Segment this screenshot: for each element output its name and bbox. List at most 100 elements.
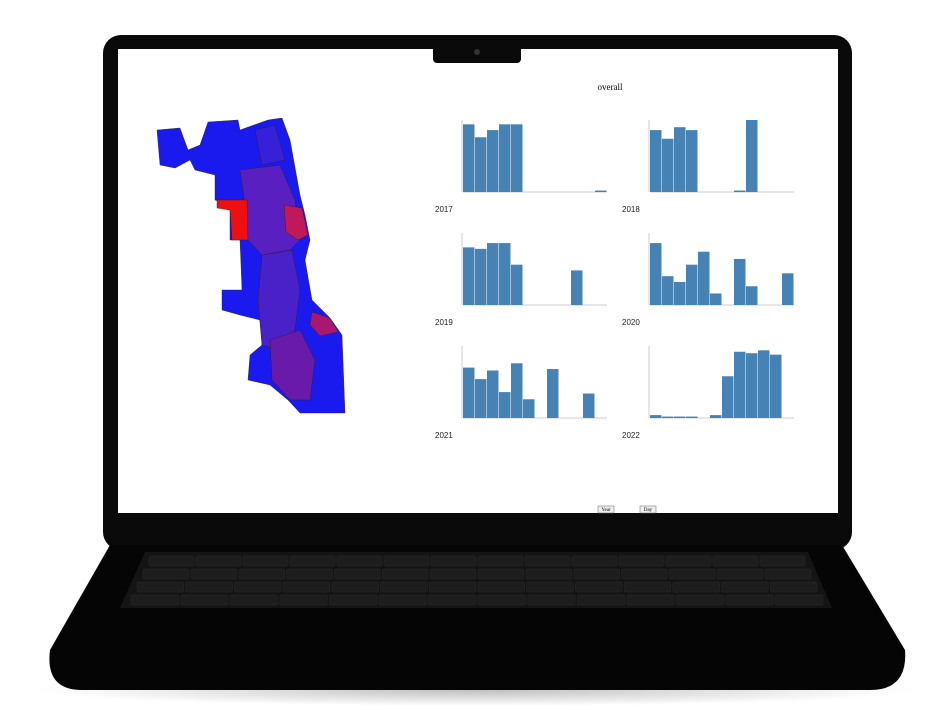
key bbox=[721, 581, 769, 593]
key bbox=[527, 594, 576, 606]
key bbox=[331, 581, 379, 593]
button-label[interactable]: Day bbox=[644, 508, 653, 513]
key bbox=[234, 581, 282, 593]
key bbox=[676, 594, 725, 606]
bar bbox=[734, 351, 746, 418]
bar bbox=[746, 353, 758, 418]
bar bbox=[734, 258, 746, 305]
bar bbox=[674, 281, 686, 305]
bar bbox=[487, 370, 499, 418]
bar bbox=[770, 354, 782, 418]
key bbox=[524, 555, 571, 567]
key bbox=[621, 568, 668, 580]
bar bbox=[722, 376, 734, 418]
key bbox=[712, 555, 759, 567]
controls: Year Day bbox=[597, 505, 657, 514]
map bbox=[156, 117, 346, 414]
key bbox=[190, 568, 237, 580]
key bbox=[477, 581, 525, 593]
button[interactable] bbox=[597, 505, 615, 514]
key bbox=[238, 568, 285, 580]
chart-title: 2018 bbox=[622, 205, 640, 214]
key bbox=[669, 568, 716, 580]
bar bbox=[686, 130, 698, 192]
bar bbox=[758, 350, 770, 418]
key bbox=[626, 594, 675, 606]
chart-title: 2020 bbox=[622, 318, 640, 327]
key bbox=[334, 568, 381, 580]
bar bbox=[487, 130, 499, 192]
key bbox=[195, 555, 242, 567]
key bbox=[279, 594, 328, 606]
key bbox=[665, 555, 712, 567]
key bbox=[725, 594, 774, 606]
key bbox=[717, 568, 764, 580]
key bbox=[525, 568, 572, 580]
bar bbox=[686, 416, 698, 418]
bar bbox=[746, 120, 758, 192]
key bbox=[770, 581, 818, 593]
histogram: 2017 bbox=[435, 120, 607, 214]
bar bbox=[511, 264, 523, 305]
key bbox=[573, 568, 620, 580]
key bbox=[383, 555, 430, 567]
histogram: 2020 bbox=[622, 233, 794, 327]
key bbox=[428, 594, 477, 606]
bar bbox=[571, 270, 583, 305]
bar bbox=[782, 273, 794, 305]
bar bbox=[662, 276, 674, 305]
bar bbox=[511, 363, 523, 418]
key bbox=[571, 555, 618, 567]
bar bbox=[487, 243, 499, 305]
histogram: 2019 bbox=[435, 233, 607, 327]
bar bbox=[674, 127, 686, 192]
bar bbox=[463, 367, 475, 418]
key bbox=[336, 555, 383, 567]
bar bbox=[650, 415, 662, 418]
bar bbox=[475, 379, 487, 418]
key bbox=[382, 568, 429, 580]
bar bbox=[583, 393, 595, 418]
key bbox=[759, 555, 806, 567]
key bbox=[764, 568, 812, 580]
key bbox=[429, 581, 477, 593]
key bbox=[429, 568, 477, 580]
bar bbox=[686, 264, 698, 305]
key bbox=[575, 581, 623, 593]
key bbox=[148, 555, 195, 567]
page-title: overall bbox=[598, 82, 623, 92]
key bbox=[477, 594, 526, 606]
map-region bbox=[216, 199, 249, 241]
key bbox=[380, 581, 428, 593]
bar bbox=[499, 392, 511, 418]
bar bbox=[475, 248, 487, 305]
button-label[interactable]: Year bbox=[601, 508, 611, 513]
histogram: 2022 bbox=[622, 346, 794, 440]
key bbox=[286, 568, 333, 580]
camera bbox=[474, 49, 480, 55]
key bbox=[136, 581, 184, 593]
chart-title: 2019 bbox=[435, 318, 453, 327]
bar bbox=[650, 243, 662, 305]
key bbox=[477, 555, 524, 567]
bar bbox=[547, 369, 559, 418]
map-region bbox=[309, 311, 339, 337]
chart-title: 2022 bbox=[622, 431, 640, 440]
key bbox=[576, 594, 625, 606]
bar bbox=[734, 190, 746, 192]
bar bbox=[475, 137, 487, 192]
key bbox=[242, 555, 289, 567]
chart-title: 2021 bbox=[435, 431, 453, 440]
bar bbox=[674, 416, 686, 418]
bar bbox=[650, 130, 662, 192]
button[interactable] bbox=[639, 505, 657, 514]
key bbox=[180, 594, 229, 606]
key bbox=[329, 594, 378, 606]
key bbox=[623, 581, 672, 593]
bar bbox=[662, 138, 674, 192]
key bbox=[378, 594, 427, 606]
bar bbox=[499, 124, 511, 192]
key bbox=[229, 594, 278, 606]
